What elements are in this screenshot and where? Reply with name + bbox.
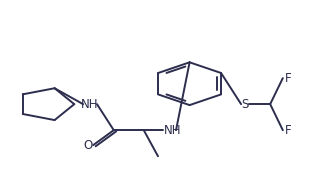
Text: F: F [285, 72, 292, 85]
Text: NH: NH [81, 98, 99, 111]
Text: NH: NH [163, 124, 181, 137]
Text: O: O [83, 139, 92, 152]
Text: F: F [285, 124, 292, 137]
Text: S: S [241, 98, 249, 111]
